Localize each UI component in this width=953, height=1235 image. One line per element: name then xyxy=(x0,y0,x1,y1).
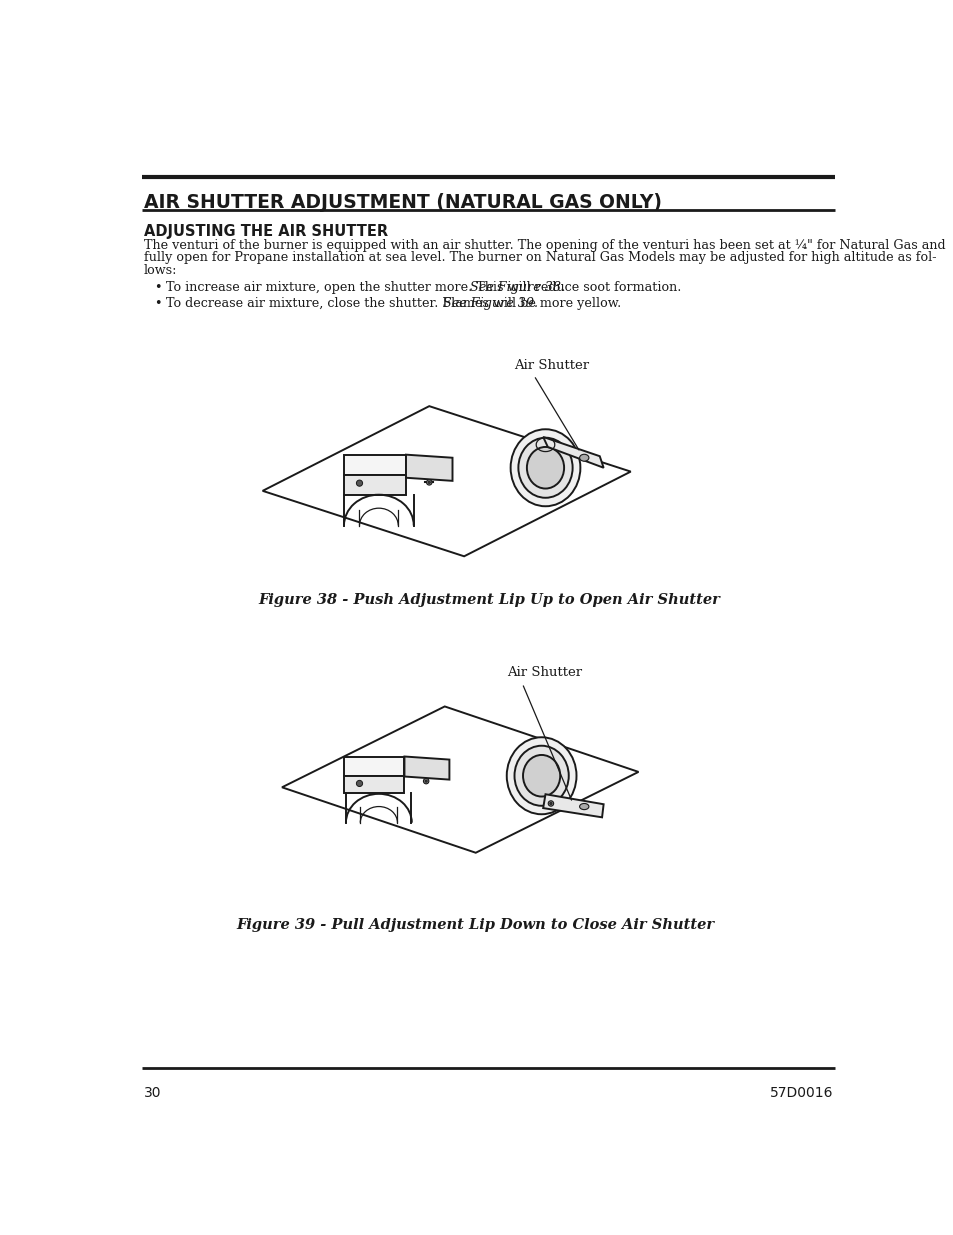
Circle shape xyxy=(356,781,362,787)
Polygon shape xyxy=(344,776,404,793)
Ellipse shape xyxy=(517,437,572,498)
Text: To decrease air mixture, close the shutter. Flames will be more yellow.: To decrease air mixture, close the shutt… xyxy=(166,296,624,310)
Circle shape xyxy=(424,781,427,782)
Text: See Figure 39.: See Figure 39. xyxy=(443,296,537,310)
Ellipse shape xyxy=(514,746,568,805)
Polygon shape xyxy=(344,757,404,776)
Text: ADJUSTING THE AIR SHUTTER: ADJUSTING THE AIR SHUTTER xyxy=(144,225,388,240)
Text: Figure 39 - Pull Adjustment Lip Down to Close Air Shutter: Figure 39 - Pull Adjustment Lip Down to … xyxy=(236,918,714,932)
Ellipse shape xyxy=(506,737,576,814)
Text: lows:: lows: xyxy=(144,264,177,277)
Circle shape xyxy=(428,482,430,484)
Text: Figure 38 - Push Adjustment Lip Up to Open Air Shutter: Figure 38 - Push Adjustment Lip Up to Op… xyxy=(257,593,720,608)
Ellipse shape xyxy=(579,804,588,810)
Circle shape xyxy=(356,480,362,487)
Ellipse shape xyxy=(579,454,588,461)
Ellipse shape xyxy=(526,447,563,489)
Polygon shape xyxy=(542,794,603,818)
Polygon shape xyxy=(404,757,449,779)
Text: •: • xyxy=(154,280,161,294)
Circle shape xyxy=(426,479,432,485)
Text: fully open for Propane installation at sea level. The burner on Natural Gas Mode: fully open for Propane installation at s… xyxy=(144,252,936,264)
Text: •: • xyxy=(154,296,161,310)
Ellipse shape xyxy=(510,430,579,506)
Polygon shape xyxy=(406,454,452,480)
Text: 57D0016: 57D0016 xyxy=(769,1086,833,1100)
Text: To increase air mixture, open the shutter more. This will reduce soot formation.: To increase air mixture, open the shutte… xyxy=(166,280,684,294)
Circle shape xyxy=(548,800,553,806)
Polygon shape xyxy=(344,475,406,495)
Polygon shape xyxy=(344,454,406,475)
Circle shape xyxy=(423,778,429,784)
Text: AIR SHUTTER ADJUSTMENT (NATURAL GAS ONLY): AIR SHUTTER ADJUSTMENT (NATURAL GAS ONLY… xyxy=(144,193,661,212)
Text: Air Shutter: Air Shutter xyxy=(506,667,581,679)
Circle shape xyxy=(549,803,552,805)
Text: Air Shutter: Air Shutter xyxy=(514,358,589,372)
Polygon shape xyxy=(542,437,603,468)
Ellipse shape xyxy=(522,755,559,797)
Text: See Figure 38.: See Figure 38. xyxy=(470,280,565,294)
Text: 30: 30 xyxy=(144,1086,161,1100)
Text: The venturi of the burner is equipped with an air shutter. The opening of the ve: The venturi of the burner is equipped wi… xyxy=(144,240,944,252)
